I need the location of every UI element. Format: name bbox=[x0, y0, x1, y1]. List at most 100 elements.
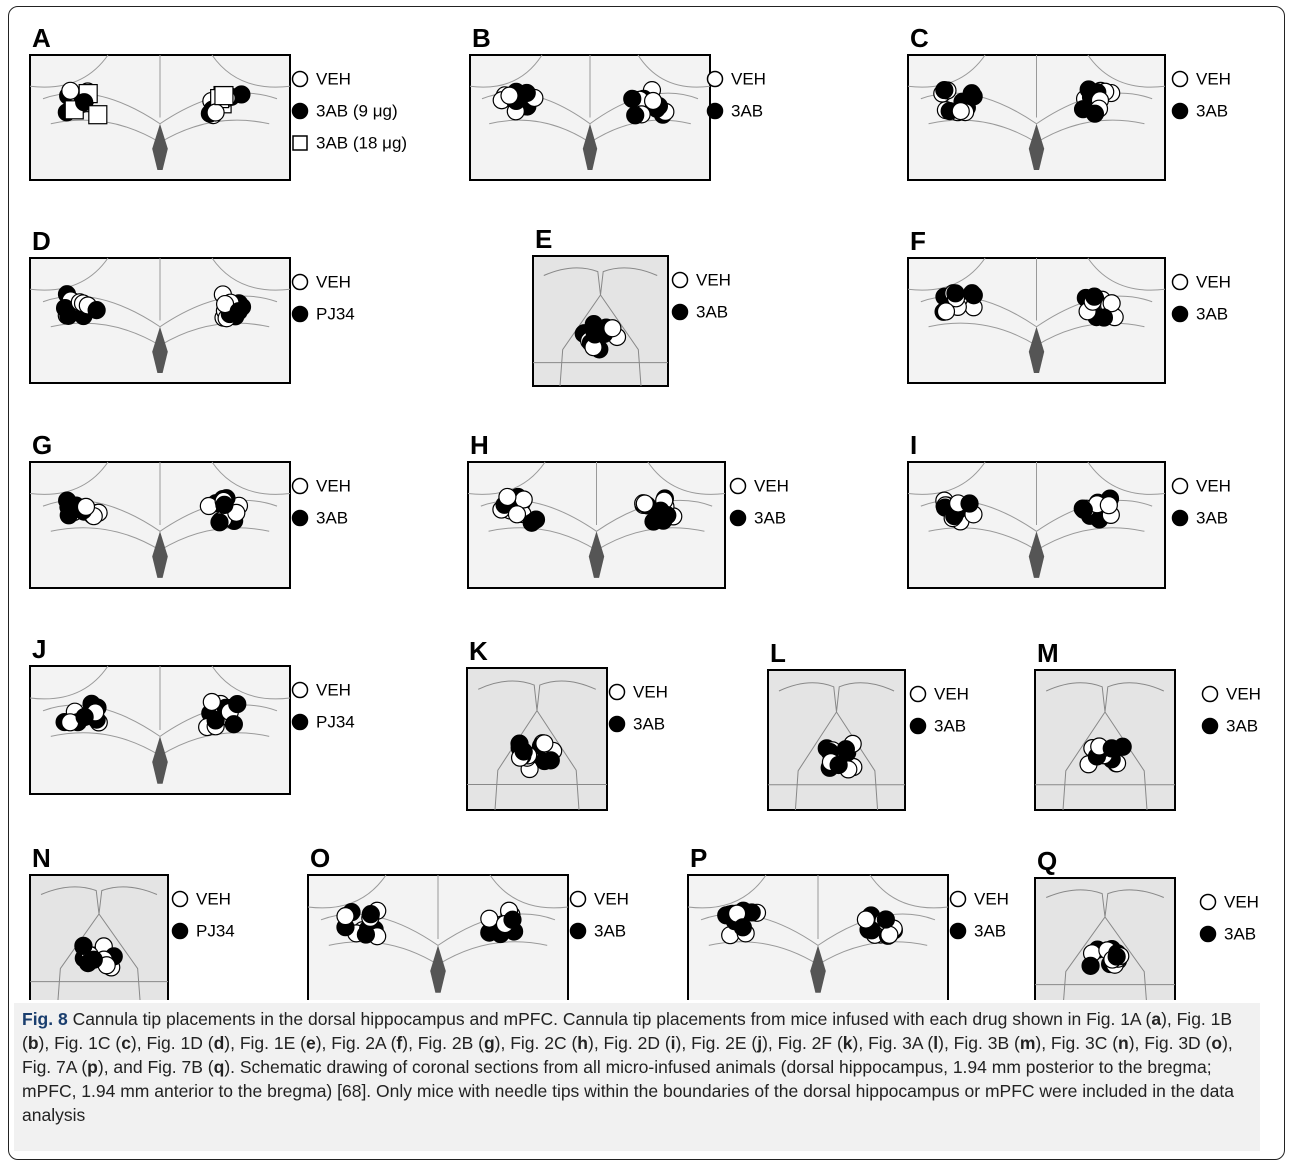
legend-marker bbox=[708, 104, 723, 119]
tip bbox=[88, 302, 105, 319]
tip bbox=[837, 741, 854, 758]
legend-label: VEH bbox=[594, 889, 629, 908]
caption-text: ), Fig. 2A ( bbox=[316, 1033, 397, 1053]
tip bbox=[203, 693, 220, 710]
panel-letter: F bbox=[910, 226, 926, 256]
legend-label: VEH bbox=[696, 270, 731, 289]
caption-text: ), Fig. 3C ( bbox=[1035, 1033, 1118, 1053]
panel: KVEH3AB bbox=[467, 636, 668, 810]
legend-label: 3AB bbox=[974, 921, 1006, 940]
caption-ref: c bbox=[121, 1033, 131, 1053]
legend-label: VEH bbox=[1226, 684, 1261, 703]
panel-letter: C bbox=[910, 23, 929, 53]
panel-letter: L bbox=[770, 638, 786, 668]
panel: M VEH 3AB bbox=[1035, 638, 1261, 810]
legend-marker bbox=[951, 892, 966, 907]
panel: O VEH 3AB bbox=[308, 843, 629, 1000]
tip bbox=[225, 716, 242, 733]
legend-marker bbox=[293, 683, 308, 698]
tip bbox=[1086, 288, 1103, 305]
tip bbox=[362, 906, 379, 923]
tip bbox=[636, 495, 653, 512]
panel-letter: M bbox=[1037, 638, 1059, 668]
legend-marker bbox=[293, 715, 308, 730]
caption-text: ), Fig. 2C ( bbox=[495, 1033, 578, 1053]
tip bbox=[499, 488, 516, 505]
caption-label: Fig. 8 bbox=[22, 1009, 68, 1029]
caption-ref: m bbox=[1020, 1033, 1036, 1053]
tip bbox=[77, 498, 94, 515]
legend-marker bbox=[1173, 72, 1188, 87]
legend-label: 3AB bbox=[594, 921, 626, 940]
tip bbox=[60, 307, 77, 324]
legend-label: VEH bbox=[731, 69, 766, 88]
legend-marker bbox=[293, 479, 308, 494]
panel-letter: D bbox=[32, 226, 51, 256]
caption: Fig. 8 Cannula tip placements in the dor… bbox=[14, 1003, 1260, 1151]
tip bbox=[857, 911, 874, 928]
tip bbox=[1086, 105, 1103, 122]
legend-marker bbox=[1173, 307, 1188, 322]
section bbox=[1035, 878, 1175, 1000]
tip bbox=[504, 911, 521, 928]
tip bbox=[337, 908, 354, 925]
panel-letter: A bbox=[32, 23, 51, 53]
panel: AVEH3AB (9 μg)3AB (18 μg) bbox=[30, 23, 407, 180]
tip bbox=[230, 303, 247, 320]
panel: HVEH3AB bbox=[468, 430, 789, 588]
legend-label: 3AB bbox=[1196, 101, 1228, 120]
tip bbox=[734, 919, 751, 936]
tip bbox=[542, 752, 559, 769]
legend-label: VEH bbox=[1196, 476, 1231, 495]
tip-square bbox=[89, 106, 107, 124]
legend-marker bbox=[1203, 719, 1218, 734]
legend-marker bbox=[173, 892, 188, 907]
tip bbox=[1103, 740, 1120, 757]
legend-marker bbox=[1173, 275, 1188, 290]
legend-marker bbox=[571, 892, 586, 907]
tip bbox=[523, 514, 540, 531]
legend-label: 3AB bbox=[934, 716, 966, 735]
caption-text: ), and Fig. 7B ( bbox=[98, 1057, 214, 1077]
panel: GVEH3AB bbox=[30, 430, 351, 588]
tip bbox=[515, 743, 532, 760]
tip bbox=[624, 90, 641, 107]
legend-marker bbox=[293, 275, 308, 290]
tip bbox=[877, 911, 894, 928]
legend-label: VEH bbox=[754, 476, 789, 495]
caption-ref: g bbox=[484, 1033, 495, 1053]
tip bbox=[501, 87, 518, 104]
tip bbox=[76, 708, 93, 725]
panel-letter: O bbox=[310, 843, 330, 873]
panel-letter: Q bbox=[1037, 846, 1057, 876]
caption-ref: d bbox=[214, 1033, 225, 1053]
tip bbox=[59, 492, 76, 509]
tip bbox=[586, 326, 603, 343]
legend-marker bbox=[1203, 687, 1218, 702]
caption-text: ), Fig. 1C ( bbox=[39, 1033, 122, 1053]
panel-letter: N bbox=[32, 843, 51, 873]
caption-text: ), Fig. 2D ( bbox=[588, 1033, 671, 1053]
tip bbox=[211, 514, 228, 531]
legend-label: 3AB bbox=[1196, 304, 1228, 323]
tip bbox=[1100, 497, 1117, 514]
tip bbox=[62, 82, 79, 99]
legend-label: 3AB bbox=[696, 302, 728, 321]
caption-text: ), Fig. 1D ( bbox=[131, 1033, 214, 1053]
legend-marker bbox=[293, 104, 308, 119]
legend-marker bbox=[731, 479, 746, 494]
legend-label: VEH bbox=[316, 476, 351, 495]
legend-label: VEH bbox=[196, 889, 231, 908]
tip bbox=[1082, 957, 1099, 974]
legend-label: 3AB bbox=[1226, 716, 1258, 735]
legend-marker bbox=[1173, 511, 1188, 526]
panel: NVEHPJ34 bbox=[30, 843, 235, 1000]
panel: IVEH3AB bbox=[908, 430, 1231, 588]
caption-text: ), Fig. 3B ( bbox=[938, 1033, 1020, 1053]
legend-marker bbox=[293, 136, 307, 150]
legend-marker bbox=[1173, 104, 1188, 119]
tip bbox=[518, 84, 535, 101]
